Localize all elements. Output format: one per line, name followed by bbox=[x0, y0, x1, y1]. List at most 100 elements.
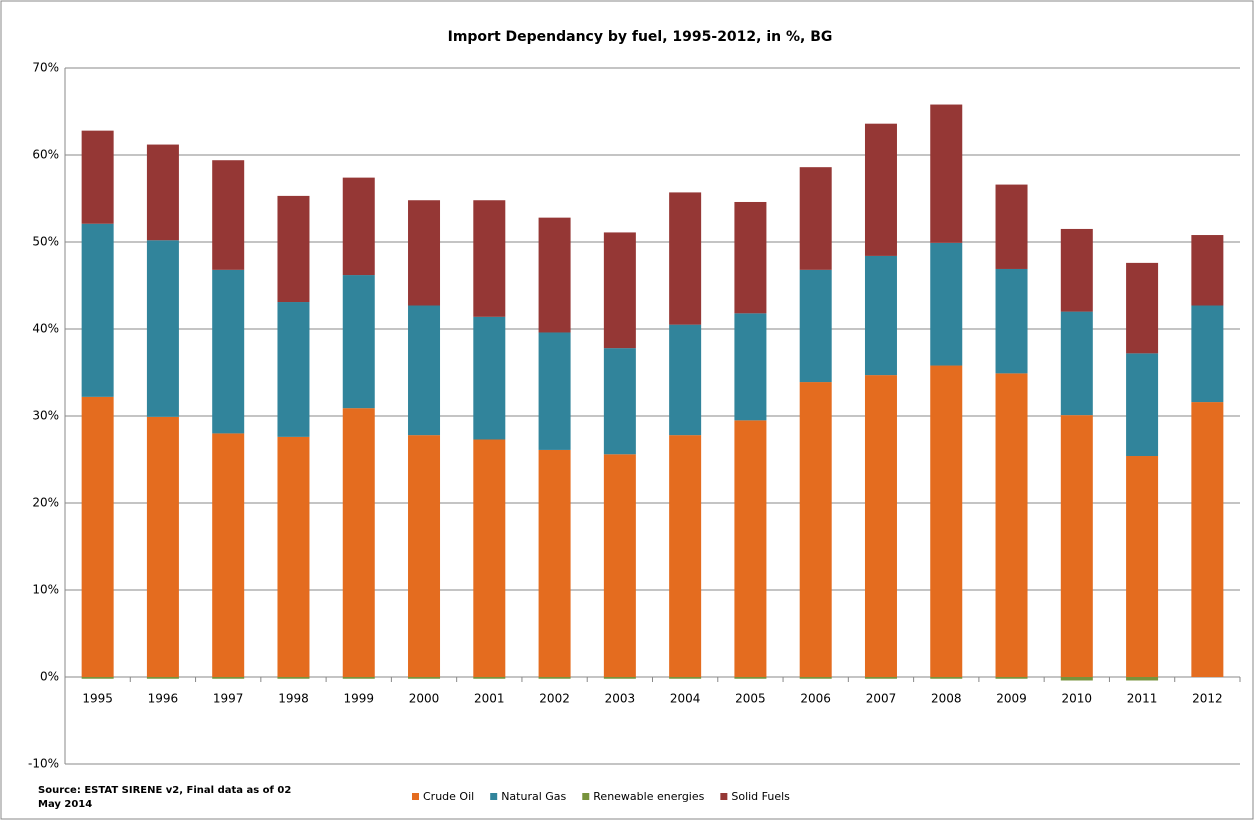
y-tick-label: 20% bbox=[32, 496, 59, 510]
bar-segment bbox=[799, 677, 832, 679]
bar-segment bbox=[538, 677, 571, 679]
x-tick-label: 2005 bbox=[735, 692, 766, 706]
bar-segment bbox=[342, 677, 375, 679]
x-tick-label: 2001 bbox=[474, 692, 505, 706]
bar-segment bbox=[995, 268, 1028, 374]
bar-segment bbox=[734, 201, 767, 314]
x-tick-label: 1998 bbox=[278, 692, 309, 706]
bar-segment bbox=[930, 677, 963, 679]
x-tick-label: 1997 bbox=[213, 692, 244, 706]
bar-segment bbox=[669, 324, 702, 436]
y-tick-label: 0% bbox=[40, 670, 59, 684]
bar-segment bbox=[212, 160, 245, 270]
bar-segment bbox=[930, 104, 963, 243]
legend-swatch bbox=[582, 793, 590, 800]
bar-segment bbox=[603, 348, 636, 455]
y-tick-label: 40% bbox=[32, 322, 59, 336]
x-tick-label: 2008 bbox=[931, 692, 962, 706]
y-tick-label: 30% bbox=[32, 409, 59, 423]
y-tick-label: 70% bbox=[32, 61, 59, 75]
bar-segment bbox=[603, 454, 636, 677]
bar-segment bbox=[930, 242, 963, 366]
bar-segment bbox=[342, 275, 375, 409]
legend-swatch bbox=[490, 793, 498, 800]
bar-segment bbox=[277, 302, 310, 437]
bar-segment bbox=[538, 217, 571, 333]
x-tick-label: 2007 bbox=[866, 692, 897, 706]
bar-segment bbox=[81, 130, 114, 224]
bar-segment bbox=[864, 255, 897, 376]
bar-segment bbox=[538, 332, 571, 450]
bar-segment bbox=[473, 316, 506, 440]
bar-segment bbox=[734, 420, 767, 677]
bar-segment bbox=[146, 677, 179, 679]
bar-segment bbox=[1126, 353, 1159, 457]
bar-segment bbox=[1060, 415, 1093, 677]
bar-segment bbox=[930, 365, 963, 677]
x-tick-label: 2006 bbox=[800, 692, 831, 706]
bar-segment bbox=[81, 396, 114, 677]
bar-segment bbox=[212, 677, 245, 679]
bar-segment bbox=[669, 192, 702, 325]
legend-label: Natural Gas bbox=[501, 790, 566, 803]
bar-segment bbox=[1191, 402, 1224, 677]
bar-segment bbox=[799, 269, 832, 383]
bar-segment bbox=[603, 232, 636, 349]
bar-segment bbox=[146, 144, 179, 241]
legend-label: Crude Oil bbox=[423, 790, 474, 803]
bar-segment bbox=[1060, 677, 1093, 681]
x-tick-label: 2011 bbox=[1127, 692, 1158, 706]
bar-segment bbox=[995, 373, 1028, 677]
legend-label: Solid Fuels bbox=[731, 790, 790, 803]
x-tick-label: 1999 bbox=[343, 692, 374, 706]
y-tick-label: 50% bbox=[32, 235, 59, 249]
bar-segment bbox=[473, 200, 506, 317]
bar-segment bbox=[342, 408, 375, 677]
x-tick-label: 2010 bbox=[1062, 692, 1093, 706]
source-note: Source: ESTAT SIRENE v2, Final data as o… bbox=[38, 785, 292, 810]
x-tick-label: 1996 bbox=[148, 692, 179, 706]
x-tick-label: 2003 bbox=[605, 692, 636, 706]
x-tick-label: 2002 bbox=[539, 692, 570, 706]
bar-segment bbox=[473, 677, 506, 679]
bar-segment bbox=[1126, 262, 1159, 354]
bar-segment bbox=[864, 375, 897, 677]
bar-segment bbox=[212, 269, 245, 434]
bar-segment bbox=[146, 240, 179, 417]
bar-segment bbox=[408, 200, 441, 306]
bar-segment bbox=[603, 677, 636, 679]
bar-segment bbox=[669, 677, 702, 679]
bar-segment bbox=[1191, 235, 1224, 306]
y-tick-label: 60% bbox=[32, 148, 59, 162]
bar-segment bbox=[799, 382, 832, 677]
x-tick-label: 2000 bbox=[409, 692, 440, 706]
bar-segment bbox=[81, 677, 114, 679]
bar-segment bbox=[864, 677, 897, 679]
x-tick-label: 2004 bbox=[670, 692, 701, 706]
bar-segment bbox=[212, 433, 245, 677]
bar-segment bbox=[1060, 311, 1093, 416]
bar-segment bbox=[538, 449, 571, 677]
bar-segment bbox=[408, 677, 441, 679]
bar-segment bbox=[995, 677, 1028, 679]
bar-segment bbox=[1191, 305, 1224, 403]
bar-segment bbox=[1060, 228, 1093, 312]
x-tick-label: 1995 bbox=[82, 692, 113, 706]
legend-swatch bbox=[412, 793, 419, 800]
bar-segment bbox=[408, 435, 441, 677]
bar-segment bbox=[342, 177, 375, 276]
bar-segment bbox=[1126, 456, 1159, 677]
y-tick-label: 10% bbox=[32, 583, 59, 597]
bar-segment bbox=[995, 184, 1028, 269]
bar-segment bbox=[408, 305, 441, 436]
bar-segment bbox=[81, 223, 114, 397]
bar-segment bbox=[864, 123, 897, 256]
x-tick-label: 2012 bbox=[1192, 692, 1223, 706]
chart-title: Import Dependancy by fuel, 1995-2012, in… bbox=[448, 29, 833, 45]
bar-segment bbox=[146, 416, 179, 677]
legend-label: Renewable energies bbox=[593, 790, 704, 803]
bar-segment bbox=[734, 677, 767, 679]
legend-swatch bbox=[720, 793, 728, 800]
